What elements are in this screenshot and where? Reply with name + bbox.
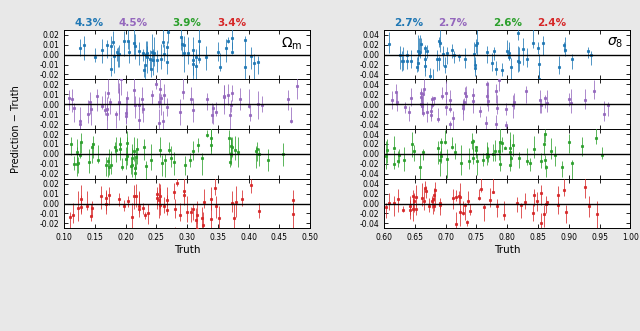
Text: 3.4%: 3.4%: [217, 18, 246, 28]
Text: 2.4%: 2.4%: [537, 18, 566, 28]
Text: Prediction − Truth: Prediction − Truth: [11, 85, 21, 173]
Text: 2.7%: 2.7%: [438, 18, 468, 28]
Text: 3.9%: 3.9%: [173, 18, 202, 28]
X-axis label: Truth: Truth: [174, 245, 200, 255]
Text: 2.7%: 2.7%: [394, 18, 423, 28]
Legend: Train IllustrisTNG  – – >  Test SIMBA, Train IllustrisTNG  – – >  Test Illustris: Train IllustrisTNG – – > Test SIMBA, Tra…: [388, 241, 589, 272]
Text: $\sigma_8$: $\sigma_8$: [607, 36, 623, 50]
Text: $\Omega_\mathrm{m}$: $\Omega_\mathrm{m}$: [282, 36, 303, 52]
Text: 2.6%: 2.6%: [493, 18, 522, 28]
Text: 4.3%: 4.3%: [74, 18, 103, 28]
X-axis label: Truth: Truth: [494, 245, 520, 255]
Legend: Train SIMBA  – – >  Test IllustrisTNG, Train SIMBA  – – >  Test SIMBA: Train SIMBA – – > Test IllustrisTNG, Tra…: [68, 241, 249, 272]
Text: 4.5%: 4.5%: [118, 18, 147, 28]
